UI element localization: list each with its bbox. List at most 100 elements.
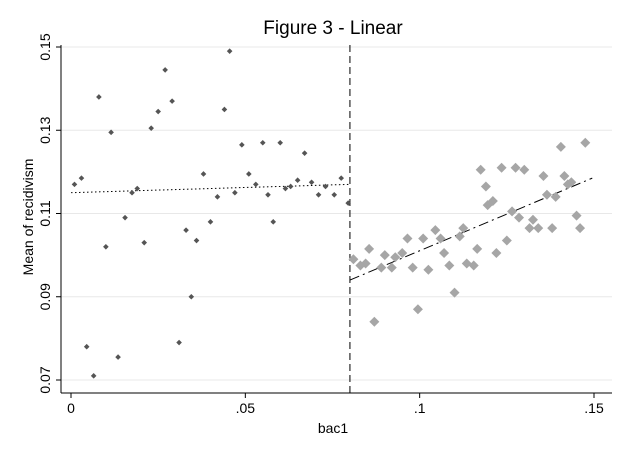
data-point-s1-31 [501, 235, 512, 246]
data-point-s0-5 [103, 244, 109, 250]
data-point-s0-11 [141, 239, 148, 246]
data-point-s0-24 [226, 48, 233, 54]
data-point-s1-17 [439, 248, 450, 259]
data-point-s0-30 [265, 191, 271, 198]
data-point-s0-13 [155, 108, 161, 115]
data-point-s0-22 [214, 194, 221, 200]
data-point-s1-12 [412, 304, 423, 315]
fit-lines [70, 177, 593, 281]
data-point-s1-20 [454, 231, 465, 242]
data-point-s0-36 [301, 150, 308, 156]
data-point-s1-0 [348, 254, 359, 265]
data-point-s1-39 [538, 171, 549, 182]
data-point-s1-6 [379, 250, 390, 261]
data-point-s0-4 [96, 94, 102, 100]
data-point-s0-37 [308, 179, 315, 186]
data-point-s1-11 [407, 262, 418, 273]
x-ticks: 0 .05 .1 .15 [67, 393, 604, 416]
axes [60, 45, 612, 394]
data-point-s1-24 [472, 243, 483, 254]
data-point-s0-21 [207, 219, 214, 225]
data-point-s0-17 [183, 227, 189, 233]
y-tick-label-1: 0.09 [37, 283, 53, 310]
data-point-s1-14 [423, 264, 434, 275]
data-point-s1-48 [575, 223, 586, 234]
x-tick-label-2: .1 [414, 400, 426, 416]
fit-line-1 [349, 177, 593, 281]
data-point-s0-15 [169, 98, 175, 104]
data-point-s0-28 [252, 181, 259, 188]
data-point-s0-12 [148, 125, 154, 131]
data-point-s1-21 [458, 223, 469, 234]
data-point-s1-43 [555, 141, 566, 152]
y-tick-label-0: 0.07 [37, 366, 53, 393]
gridlines [61, 46, 612, 381]
data-point-s0-32 [277, 139, 283, 146]
data-point-s1-47 [571, 210, 582, 221]
data-point-s0-18 [188, 293, 195, 300]
data-point-s0-35 [294, 177, 301, 183]
data-point-s1-40 [541, 189, 552, 200]
data-point-s0-39 [322, 183, 329, 190]
data-point-s1-28 [487, 196, 498, 207]
data-point-s1-42 [550, 191, 561, 202]
data-point-s0-0 [71, 181, 78, 188]
data-point-s0-20 [200, 171, 207, 177]
data-point-s1-41 [547, 223, 558, 234]
data-point-s0-2 [83, 343, 90, 350]
data-point-s1-32 [507, 206, 518, 217]
x-tick-label-1: .05 [236, 400, 256, 416]
data-point-s1-5 [376, 262, 387, 273]
data-point-s0-41 [338, 175, 345, 181]
data-point-s1-26 [480, 181, 491, 192]
data-point-s1-2 [360, 258, 371, 269]
data-point-s1-19 [449, 287, 460, 298]
data-point-s1-34 [514, 212, 525, 223]
data-points [71, 48, 591, 379]
data-point-s0-33 [282, 185, 289, 192]
data-point-s1-13 [418, 233, 429, 244]
y-axis-label: Mean of recidivism [20, 159, 36, 276]
data-point-s0-40 [331, 191, 338, 198]
data-point-s0-31 [270, 219, 277, 225]
data-point-s1-10 [402, 233, 413, 244]
data-point-s1-46 [566, 177, 577, 188]
data-point-s0-10 [134, 185, 141, 192]
data-point-s0-42 [345, 200, 351, 206]
x-tick-label-0: 0 [67, 400, 75, 416]
data-point-s1-33 [510, 162, 521, 173]
data-point-s1-36 [524, 223, 535, 234]
data-point-s0-29 [259, 139, 266, 146]
data-point-s1-29 [491, 248, 502, 259]
data-point-s0-14 [162, 67, 168, 73]
data-point-s1-8 [390, 252, 401, 263]
data-point-s1-38 [533, 223, 544, 234]
fit-line-0 [70, 183, 350, 194]
data-point-s0-19 [193, 237, 200, 244]
data-point-s1-25 [475, 164, 486, 175]
data-point-s1-37 [527, 214, 538, 225]
chart-title: Figure 3 - Linear [263, 18, 403, 39]
data-point-s1-9 [397, 248, 408, 259]
data-point-s1-4 [369, 316, 380, 327]
data-point-s0-38 [315, 191, 322, 198]
data-point-s1-23 [468, 260, 479, 271]
data-point-s1-35 [519, 164, 530, 175]
data-point-s1-44 [559, 171, 570, 182]
data-point-s1-3 [364, 243, 375, 254]
data-point-s0-9 [129, 189, 135, 196]
data-point-s0-8 [122, 214, 128, 221]
data-point-s0-3 [90, 373, 97, 379]
data-point-s1-18 [444, 260, 455, 271]
data-point-s1-30 [496, 162, 507, 173]
x-tick-label-3: .15 [584, 400, 604, 416]
data-point-s0-25 [232, 189, 238, 196]
data-point-s1-7 [386, 262, 397, 273]
data-point-s0-7 [115, 354, 121, 360]
data-point-s1-49 [580, 137, 591, 148]
data-point-s0-6 [108, 129, 114, 136]
data-point-s0-16 [176, 339, 182, 346]
data-point-s0-34 [287, 183, 294, 190]
